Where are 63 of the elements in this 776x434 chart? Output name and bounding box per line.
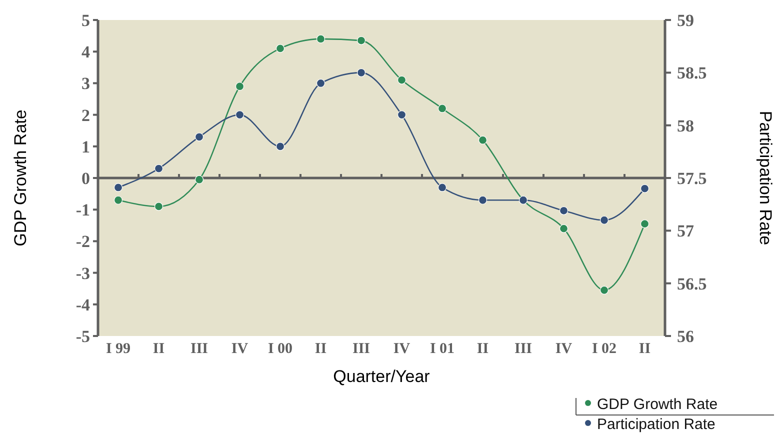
y2-tick-label: 58 [677,116,694,136]
y-tick-label: -5 [76,326,90,346]
y2-tick-label: 57 [677,222,694,241]
y-axis-title: GDP Growth Rate [11,110,30,246]
point [194,132,204,142]
point [438,183,447,192]
y2-tick-label: 56 [677,326,694,346]
point [640,184,650,193]
point [316,78,326,88]
y2-axis-title: Participation Rate [756,110,775,246]
y-tick-label: 0 [82,168,90,188]
x-tick-label: II [476,341,489,357]
x-tick-label: III [352,341,370,357]
point [600,286,609,294]
point [235,110,244,120]
x-tick-label: II [314,341,327,357]
y-tick-label: 3 [82,74,90,94]
y-tick-label: 4 [82,42,90,62]
x-tick-label: IV [555,341,572,357]
x-tick-label: II [638,341,651,357]
y-tick-label: 1 [82,137,90,156]
legend-label: GDP Growth Rate [597,396,718,413]
point [438,104,447,113]
y-tick-label: 5 [82,10,90,30]
point [356,68,366,77]
point [640,220,650,228]
y2-tick-label: 59 [677,10,694,30]
point [194,175,204,184]
point [114,183,123,192]
point [600,216,609,224]
point [356,36,366,45]
point [397,76,406,84]
x-tick-label: IV [393,341,410,357]
point [316,34,326,44]
point [154,202,164,211]
point [276,44,285,53]
y2-tick-label: 57.5 [677,168,707,188]
point [478,196,488,204]
x-tick-label: III [514,341,532,357]
x-tick-label: II [152,341,165,357]
x-tick-label: III [190,341,208,357]
y-tick-label: -2 [76,232,90,252]
point [114,196,123,204]
point [276,142,285,151]
y-tick-label: -4 [76,295,90,314]
y2-tick-label: 58.5 [677,64,707,83]
point [559,224,568,233]
x-axis-title: Quarter/Year [333,367,430,386]
x-tick-label: I 99 [106,341,131,357]
y-tick-label: -1 [76,200,90,220]
point [397,110,406,120]
y-tick-label: -3 [76,264,90,283]
point [559,206,568,215]
x-tick-label: I 02 [592,341,617,357]
legend-label: Participation Rate [597,416,716,433]
y-tick-label: 2 [82,106,90,125]
x-tick-label: IV [231,341,248,357]
x-tick-label: I 01 [430,341,455,357]
point [235,82,244,91]
y2-tick-label: 56.5 [677,274,707,294]
point [154,164,164,173]
x-tick-label: I 00 [268,341,293,357]
point [478,136,488,144]
